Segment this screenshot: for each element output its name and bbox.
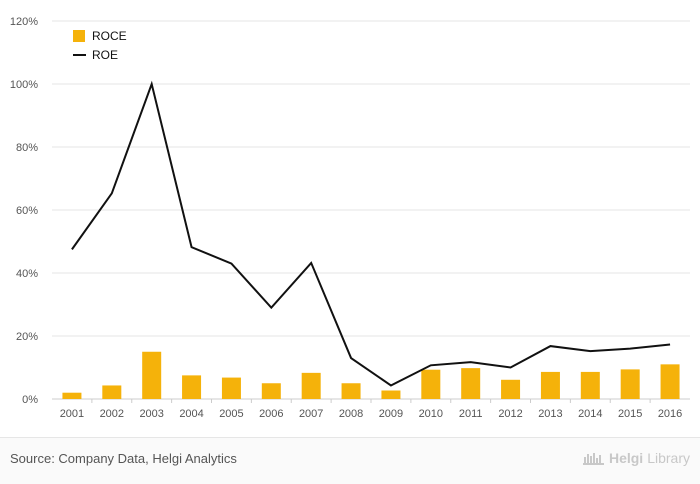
y-tick-label: 100%	[10, 79, 38, 91]
x-tick-label: 2012	[498, 408, 522, 420]
y-tick-label: 20%	[16, 331, 38, 343]
brand-name-part1: Helgi	[608, 450, 644, 466]
roce-bar	[62, 392, 82, 399]
y-tick-label: 120%	[10, 16, 38, 28]
source-note: Source: Company Data, Helgi Analytics	[10, 451, 237, 466]
y-tick-label: 60%	[16, 205, 38, 217]
roce-bar	[221, 377, 241, 399]
x-tick-label: 2016	[658, 408, 682, 420]
roce-bar	[540, 371, 560, 399]
legend-label-roce: ROCE	[92, 29, 127, 43]
y-tick-label: 40%	[16, 268, 38, 280]
roce-bar	[501, 379, 521, 399]
roe-line-series	[71, 80, 671, 387]
roce-bars	[62, 351, 680, 399]
x-axis: 2001 2002 2003 2004 2005 2006 2007 2008 2009 2010…	[60, 399, 682, 420]
roe-line	[71, 80, 671, 387]
roce-bar	[620, 369, 640, 399]
x-tick-label: 2015	[618, 408, 642, 420]
legend-swatch-roce	[73, 30, 85, 42]
x-tick-label: 2004	[179, 408, 203, 420]
x-tick-label: 2008	[339, 408, 363, 420]
roce-bar	[580, 371, 600, 399]
footer: Source: Company Data, Helgi Analytics He…	[0, 437, 700, 484]
x-tick-label: 2010	[419, 408, 443, 420]
roce-bar	[261, 383, 281, 399]
roce-bar	[461, 368, 481, 399]
y-tick-label: 0%	[22, 394, 38, 406]
roce-bar	[421, 369, 441, 399]
y-axis: 0% 20% 40% 60% 80% 100% 120%	[10, 16, 38, 406]
x-tick-label: 2014	[578, 408, 602, 420]
x-tick-label: 2013	[538, 408, 562, 420]
x-tick-label: 2002	[100, 408, 124, 420]
x-tick-label: 2006	[259, 408, 283, 420]
roce-bar	[341, 383, 361, 399]
gridlines	[52, 20, 690, 400]
x-tick-label: 2011	[459, 408, 483, 420]
x-tick-label: 2007	[299, 408, 323, 420]
roce-bar	[301, 372, 321, 399]
x-tick-label: 2001	[60, 408, 84, 420]
x-tick-label: 2003	[139, 408, 163, 420]
x-tick-label: 2005	[219, 408, 243, 420]
roce-bar	[381, 390, 401, 399]
library-icon	[582, 453, 604, 465]
roce-bar	[660, 364, 680, 399]
roce-bar	[142, 351, 162, 399]
brand-name-part2: Library	[647, 450, 690, 466]
legend-label-roe: ROE	[92, 48, 118, 62]
chart: 0%20%40%60%80%100%120% 2001 2002 2003 2004 2…	[10, 16, 690, 420]
roce-bar	[182, 375, 202, 399]
legend[interactable]: ROCE ROE	[73, 29, 127, 62]
roce-bar	[102, 385, 122, 399]
x-tick-label: 2009	[379, 408, 403, 420]
y-tick-label: 80%	[16, 142, 38, 154]
brand-logo[interactable]: Helgi Library	[582, 450, 690, 466]
